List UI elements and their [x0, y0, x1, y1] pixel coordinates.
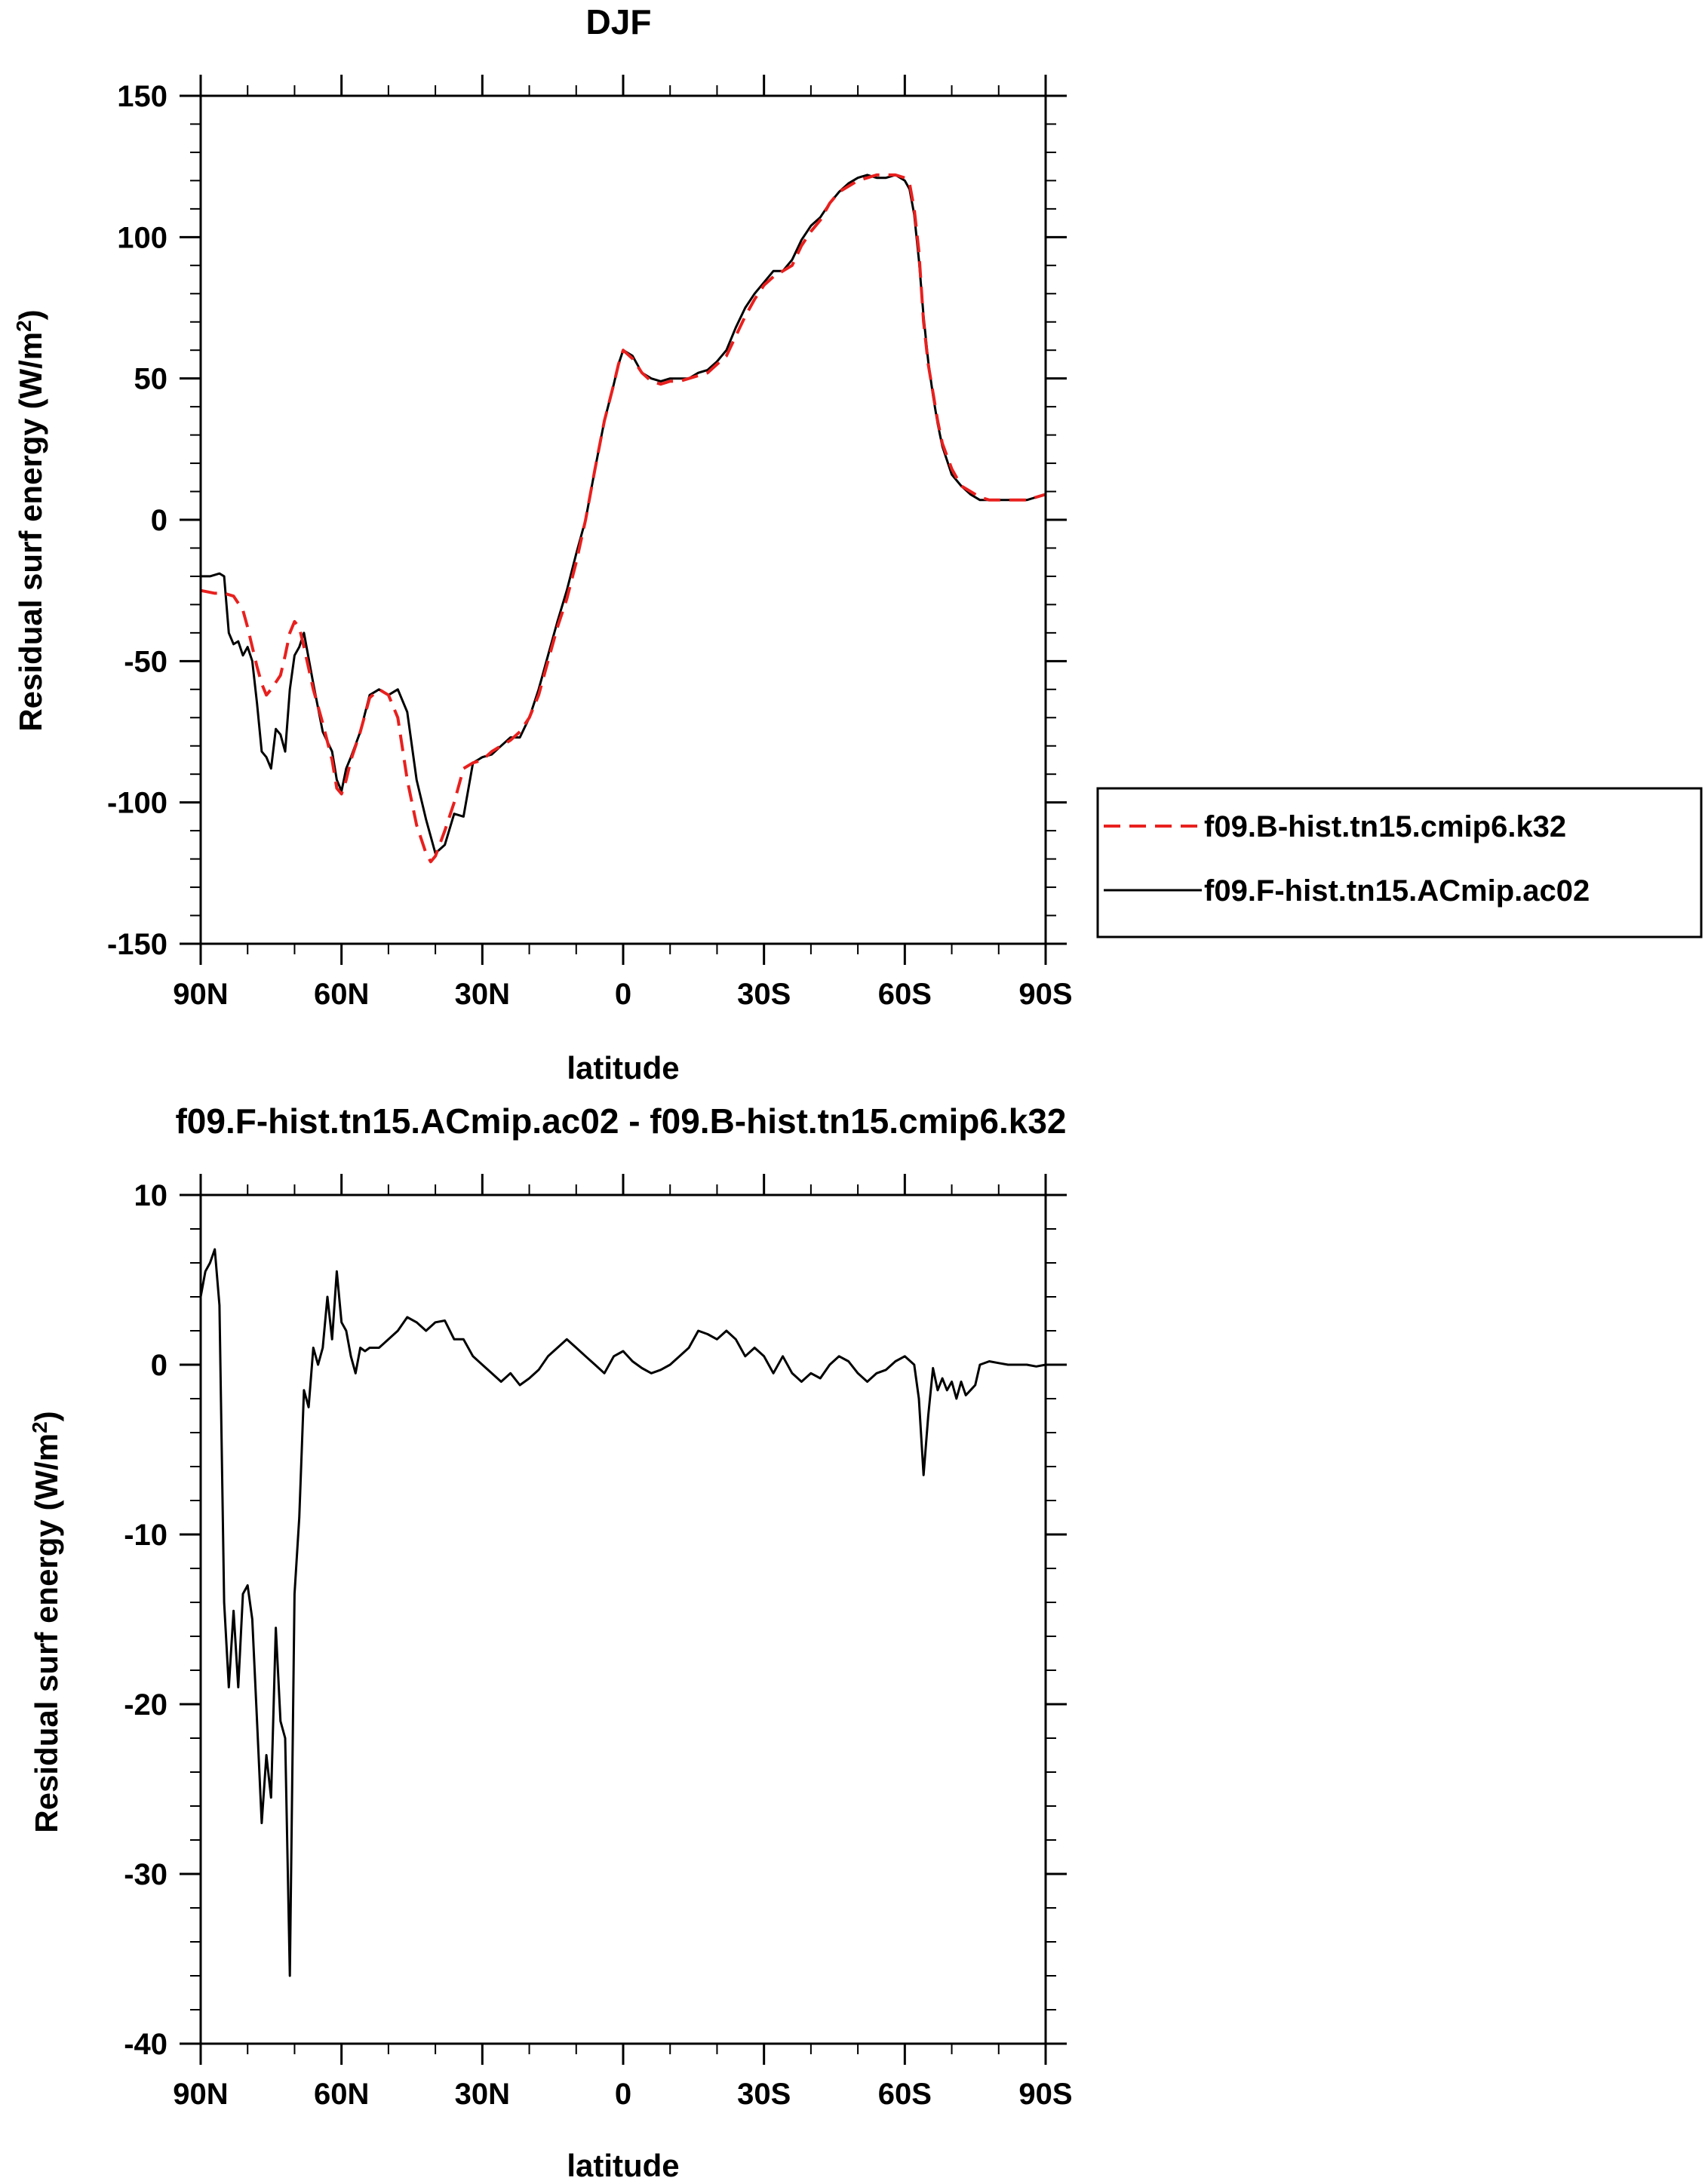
x-tick-label: 60N [314, 978, 369, 1011]
x-tick-label: 30S [737, 2078, 791, 2111]
top-plot-frame [199, 94, 1047, 945]
series-line-1 [199, 1248, 1046, 1977]
bottom-plot-frame [199, 1193, 1047, 2045]
x-tick-label: 30N [455, 2078, 510, 2111]
x-tick-label: 60S [878, 2078, 932, 2111]
x-tick-label: 60S [878, 978, 932, 1011]
x-tick-label: 90N [173, 2078, 228, 2111]
x-tick-label: 30S [737, 978, 791, 1011]
top-chart-title: DJF [586, 2, 652, 41]
y-tick-label: -30 [124, 1858, 167, 1891]
bottom-panel: f09.F-hist.tn15.ACmip.ac02 - f09.B-hist.… [28, 1101, 1073, 2183]
x-tick-label: 90N [173, 978, 228, 1011]
y-tick-label: 50 [134, 363, 168, 396]
y-tick-label: -100 [107, 787, 167, 820]
top-panel: DJF -150 -100 -50 0 50 100 150 90N 60N 30N 0 30S 60… [12, 2, 1073, 1086]
top-x-tick-labels: 90N 60N 30N 0 30S 60S 90S [173, 978, 1072, 1011]
bottom-y-axis-label: Residual surf energy (W/m2) [28, 1411, 64, 1832]
x-tick-label: 90S [1018, 978, 1072, 1011]
x-tick-label: 0 [615, 978, 631, 1011]
series-line-2 [201, 174, 1046, 855]
top-y-tick-labels: -150 -100 -50 0 50 100 150 [107, 80, 167, 961]
y-tick-label: 0 [151, 1349, 167, 1382]
x-tick-label: 90S [1018, 2078, 1072, 2111]
legend: f09.B-hist.tn15.cmip6.k32 f09.F-hist.tn1… [1096, 787, 1703, 938]
y-tick-label: 10 [134, 1179, 168, 1212]
top-axis-ticks [180, 75, 1067, 965]
y-tick-label: -20 [124, 1688, 167, 1722]
legend-box [1096, 787, 1703, 938]
bottom-y-tick-labels: -40 -30 -20 -10 0 10 [124, 1179, 167, 2061]
bottom-axis-ticks [180, 1174, 1067, 2065]
top-x-axis-label: latitude [567, 1050, 679, 1086]
y-tick-label: -50 [124, 645, 167, 678]
series-line-1 [200, 173, 1046, 864]
y-tick-label: -40 [124, 2028, 167, 2061]
x-tick-label: 60N [314, 2078, 369, 2111]
top-series-lines [200, 173, 1046, 864]
y-tick-label: 100 [117, 221, 167, 254]
x-tick-label: 0 [615, 2078, 631, 2111]
bottom-x-tick-labels: 90N 60N 30N 0 30S 60S 90S [173, 2078, 1072, 2111]
x-tick-label: 30N [455, 978, 510, 1011]
bottom-x-axis-label: latitude [567, 2148, 679, 2183]
legend-label-b-hist: f09.B-hist.tn15.cmip6.k32 [1204, 810, 1566, 843]
legend-label-f-hist: f09.F-hist.tn15.ACmip.ac02 [1204, 874, 1590, 908]
y-tick-label: -150 [107, 928, 167, 961]
bottom-series-lines [199, 1248, 1046, 1977]
y-tick-label: 0 [151, 504, 167, 537]
y-tick-label: -10 [124, 1519, 167, 1552]
top-y-axis-label: Residual surf energy (W/m2) [12, 309, 48, 731]
y-tick-label: 150 [117, 80, 167, 113]
bottom-chart-title: f09.F-hist.tn15.ACmip.ac02 - f09.B-hist.… [175, 1101, 1066, 1141]
